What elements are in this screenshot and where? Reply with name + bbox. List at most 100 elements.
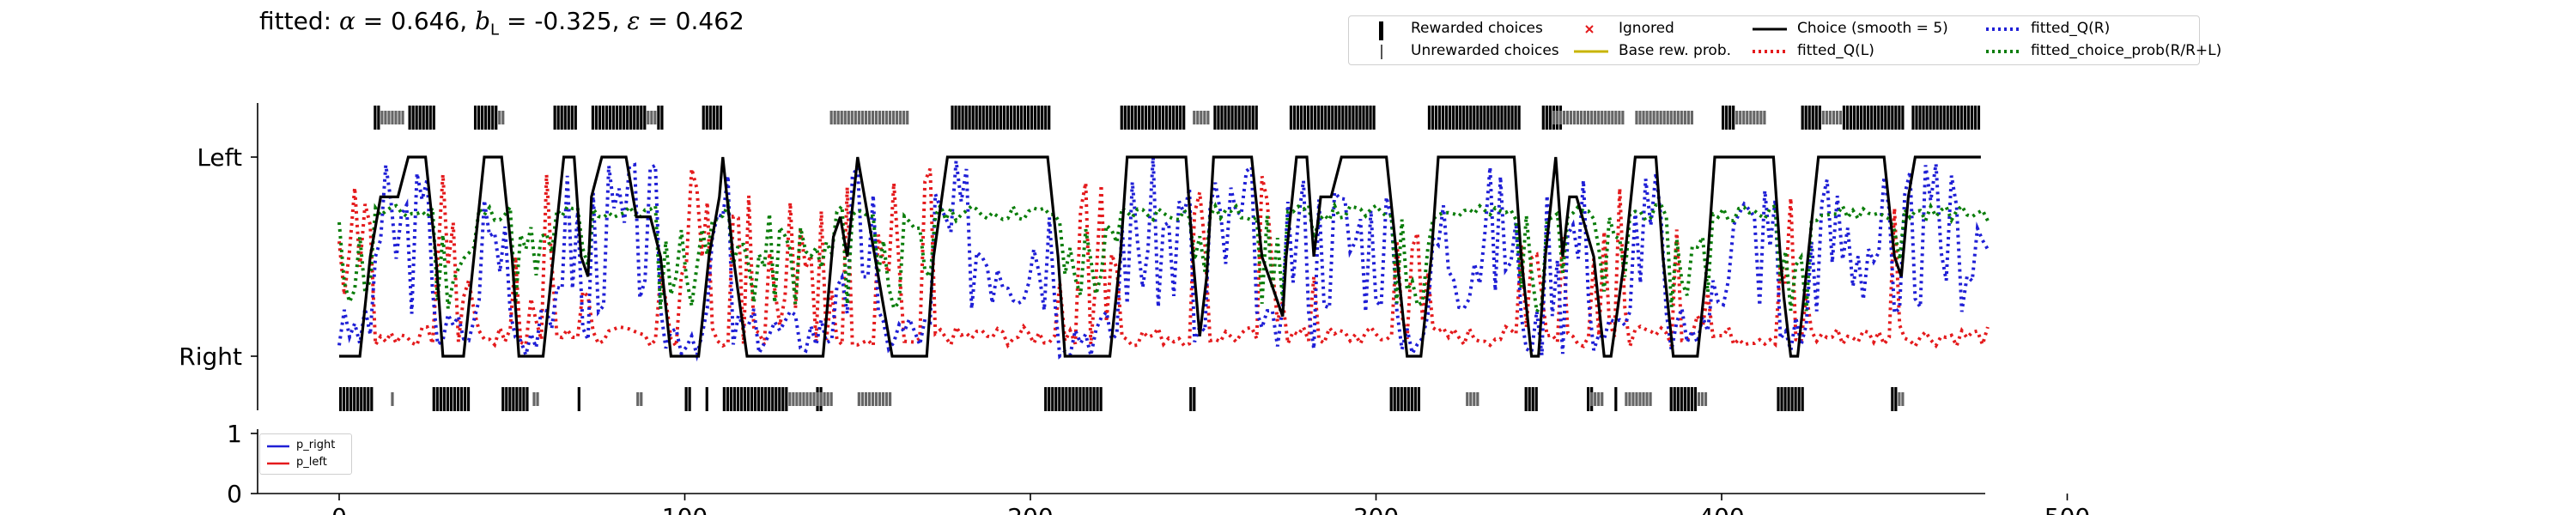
rewarded-left-marker (519, 387, 522, 411)
unrewarded-right-marker (867, 111, 872, 124)
rewarded-left-marker (446, 387, 449, 411)
rewarded-right-marker (1137, 106, 1140, 130)
rewarded-right-marker (1977, 106, 1981, 130)
rewarded-right-marker (640, 106, 643, 130)
rewarded-left-marker (778, 387, 781, 411)
rewarded-left-marker (705, 387, 708, 411)
unrewarded-right-marker (1749, 111, 1753, 124)
rewarded-left-marker (346, 387, 349, 411)
rewarded-left-marker (1403, 387, 1406, 411)
rewarded-right-marker (374, 106, 377, 130)
rewarded-right-marker (594, 106, 598, 130)
rewarded-left-marker (432, 387, 435, 411)
solid-line-icon (1574, 50, 1608, 53)
fitted-q-r-line (337, 156, 1990, 362)
rewarded-right-marker (598, 106, 602, 130)
rewarded-right-marker (1241, 106, 1244, 130)
rewarded-right-marker (961, 106, 964, 130)
rewarded-right-marker (1929, 106, 1932, 130)
unrewarded-right-marker (899, 111, 902, 124)
rewarded-right-marker (1466, 106, 1469, 130)
unrewarded-right-marker (1656, 111, 1659, 124)
rewarded-left-marker (764, 387, 768, 411)
rewarded-left-marker (1092, 387, 1096, 411)
rewarded-right-marker (1154, 106, 1158, 130)
rewarded-left-marker (449, 387, 453, 411)
rewarded-right-marker (1296, 106, 1300, 130)
rewarded-right-marker (1807, 106, 1811, 130)
rewarded-left-marker (1676, 387, 1680, 411)
rewarded-right-marker (432, 106, 435, 130)
rewarded-left-marker (1669, 387, 1673, 411)
rewarded-left-marker (1413, 387, 1417, 411)
unrewarded-left-marker (888, 392, 892, 406)
rewarded-left-marker (512, 387, 515, 411)
rewarded-left-marker (353, 387, 356, 411)
unrewarded-right-marker (1552, 111, 1555, 124)
unrewarded-right-marker (498, 111, 501, 124)
rewarded-right-marker (556, 106, 560, 130)
x-tick-label: 100 (662, 503, 708, 515)
unrewarded-right-marker (1645, 111, 1649, 124)
rewarded-right-marker (1341, 106, 1345, 130)
rewarded-right-marker (1019, 106, 1024, 130)
main-axes: Left Right (179, 103, 1990, 411)
rewarded-left-marker (1068, 387, 1072, 411)
rewarded-right-marker (1804, 106, 1807, 130)
lower-legend: p_right p_left (259, 433, 352, 475)
unrewarded-left-marker (878, 392, 882, 406)
rewarded-right-marker (1431, 106, 1435, 130)
unrewarded-left-marker (1642, 392, 1645, 406)
rewarded-left-marker (349, 387, 353, 411)
rewarded-right-marker (1130, 106, 1133, 130)
rewarded-left-marker (1061, 387, 1065, 411)
unrewarded-right-marker (864, 111, 867, 124)
rewarded-left-marker (1065, 387, 1068, 411)
rewarded-right-marker (484, 106, 488, 130)
rewarded-right-marker (570, 106, 574, 130)
unrewarded-left-marker (864, 392, 867, 406)
rewarded-left-marker (1528, 387, 1531, 411)
rewarded-right-marker (563, 106, 567, 130)
unrewarded-right-marker (906, 111, 909, 124)
rewarded-left-marker (370, 387, 374, 411)
rewarded-right-marker (1880, 106, 1884, 130)
rewarded-right-marker (1970, 106, 1973, 130)
rewarded-right-marker (702, 106, 705, 130)
unrewarded-left-marker (1625, 392, 1628, 406)
unrewarded-left-marker (1473, 392, 1476, 406)
rewarded-left-marker (1790, 387, 1794, 411)
rewarded-right-marker (1845, 106, 1850, 130)
rewarded-left-marker (1534, 387, 1538, 411)
rewarded-left-marker (522, 387, 526, 411)
unrewarded-right-marker (1686, 111, 1690, 124)
unrewarded-left-marker (829, 392, 833, 406)
rewarded-right-marker (1299, 106, 1303, 130)
unrewarded-right-marker (1642, 111, 1645, 124)
rewarded-right-marker (408, 106, 411, 130)
rewarded-right-marker (491, 106, 495, 130)
rewarded-right-marker (1548, 106, 1552, 130)
unrewarded-right-marker (1735, 111, 1739, 124)
rewarded-right-marker (619, 106, 623, 130)
rewarded-right-marker (1369, 106, 1372, 130)
rewarded-right-marker (1037, 106, 1041, 130)
rewarded-right-marker (611, 106, 616, 130)
legend-label: fitted_Q(R) (2031, 20, 2111, 37)
unrewarded-right-marker (1832, 111, 1835, 124)
unrewarded-left-marker (874, 392, 878, 406)
rewarded-left-marker (1072, 387, 1075, 411)
lower-y-tick-label: 1 (227, 420, 242, 448)
unrewarded-right-marker (1587, 111, 1590, 124)
unrewarded-right-marker (401, 111, 404, 124)
rewarded-right-marker (1449, 106, 1452, 130)
unrewarded-right-marker (1590, 111, 1594, 124)
rewarded-right-marker (1012, 106, 1017, 130)
rewarded-right-marker (988, 106, 992, 130)
unrewarded-left-marker (1697, 392, 1701, 406)
unrewarded-right-marker (1742, 111, 1746, 124)
unrewarded-left-marker (802, 392, 805, 406)
rewarded-right-marker (1887, 106, 1891, 130)
rewarded-right-marker (999, 106, 1002, 130)
rewarded-right-marker (1307, 106, 1310, 130)
